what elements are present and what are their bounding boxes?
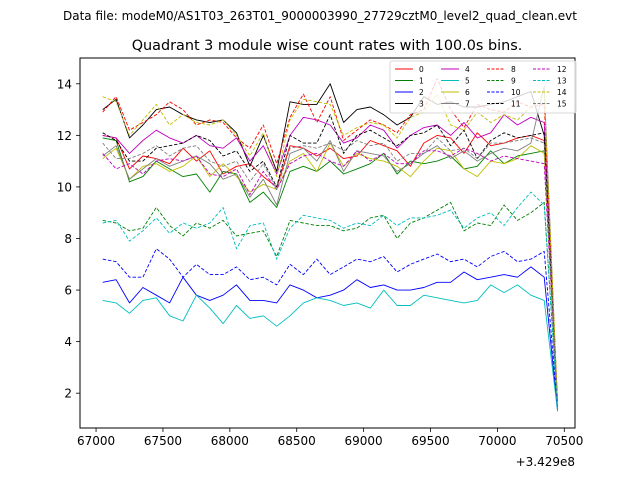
legend-label-0: 0 xyxy=(419,65,424,74)
legend-label-5: 5 xyxy=(465,76,470,85)
series-line-8 xyxy=(102,78,559,404)
y-tick-label: 12 xyxy=(57,129,72,143)
y-tick-label: 8 xyxy=(64,232,72,246)
x-axis-offset-label: +3.429e8 xyxy=(516,455,575,469)
x-tick-label: 68500 xyxy=(278,434,316,448)
legend-label-1: 1 xyxy=(419,76,424,85)
series-line-0 xyxy=(102,132,559,404)
series-line-14 xyxy=(102,93,559,404)
legend-label-15: 15 xyxy=(557,99,567,108)
x-tick-label: 69500 xyxy=(411,434,449,448)
series-line-13 xyxy=(102,191,559,409)
y-tick-label: 2 xyxy=(64,387,72,401)
plot-frame xyxy=(79,57,576,429)
series-line-2 xyxy=(102,266,559,412)
legend-label-9: 9 xyxy=(511,76,516,85)
series-line-9 xyxy=(102,201,559,409)
plot-background xyxy=(80,58,575,428)
x-tick-label: 67500 xyxy=(144,434,182,448)
legend-label-7: 7 xyxy=(465,99,470,108)
legend-frame xyxy=(389,60,577,114)
legend-label-10: 10 xyxy=(511,88,521,97)
chart-title: Quadrant 3 module wise count rates with … xyxy=(132,38,523,54)
series-line-7 xyxy=(102,85,559,407)
y-tick-label: 4 xyxy=(64,335,72,349)
y-tick-label: 14 xyxy=(57,77,72,91)
x-tick-label: 69000 xyxy=(345,434,383,448)
legend-label-13: 13 xyxy=(557,76,567,85)
x-tick-label: 70000 xyxy=(478,434,516,448)
plot-area: 67000 67500 68000 68500 69000 69500 70000 70500… xyxy=(57,57,584,448)
y-tick-label: 6 xyxy=(64,284,72,298)
legend-label-6: 6 xyxy=(465,88,470,97)
x-tick-label: 67000 xyxy=(77,434,115,448)
legend-label-4: 4 xyxy=(465,65,470,74)
legend-label-14: 14 xyxy=(557,88,567,97)
series-line-11 xyxy=(102,114,559,407)
series-layer xyxy=(102,78,559,412)
series-line-4 xyxy=(102,114,559,407)
legend-label-11: 11 xyxy=(511,99,521,108)
series-line-12 xyxy=(102,147,559,404)
series-line-15 xyxy=(102,137,559,407)
legend-label-8: 8 xyxy=(511,65,516,74)
x-tick-label: 68000 xyxy=(211,434,249,448)
legend-label-2: 2 xyxy=(419,88,424,97)
figure-suptitle: Data file: modeM0/AS1T03_263T01_90000039… xyxy=(63,9,577,23)
series-line-5 xyxy=(102,284,559,412)
x-tick-label: 70500 xyxy=(545,434,583,448)
legend-label-3: 3 xyxy=(419,99,424,108)
axes-layer: 67000 67500 68000 68500 69000 69500 70000 70500… xyxy=(57,77,584,448)
legend-label-12: 12 xyxy=(557,65,567,74)
y-tick-label: 10 xyxy=(57,180,72,194)
